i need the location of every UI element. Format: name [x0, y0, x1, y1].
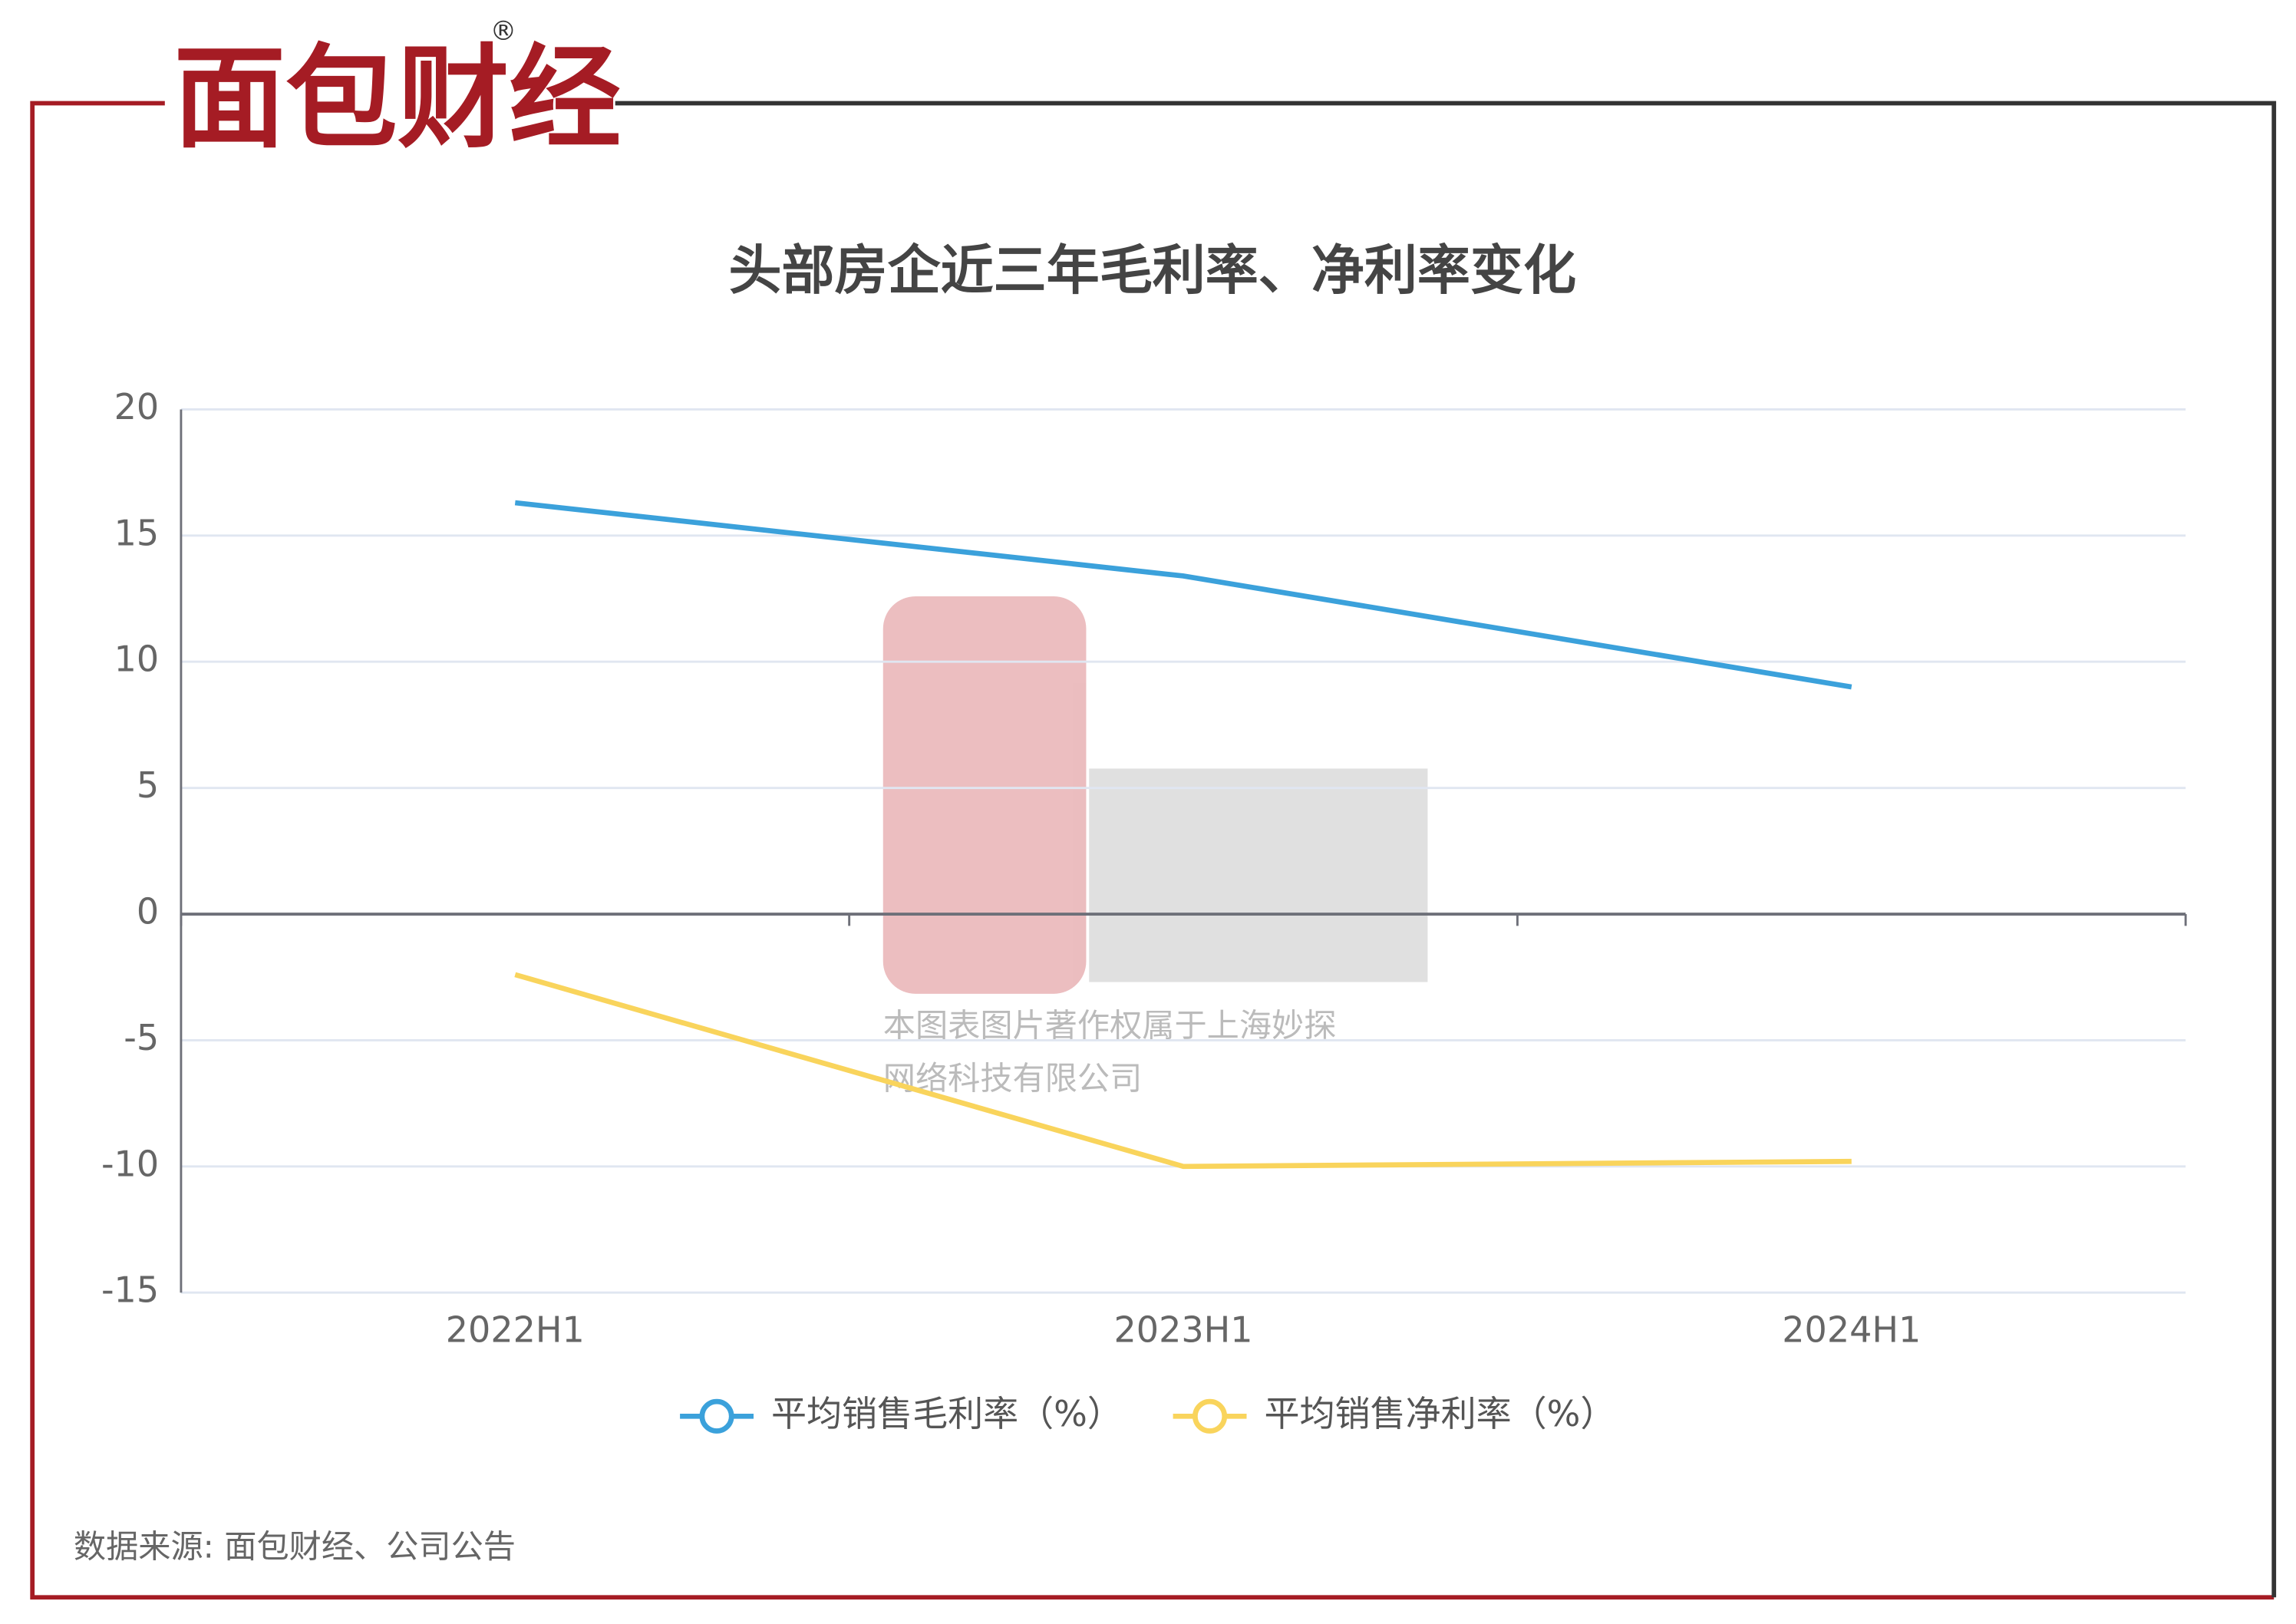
legend-marker: [1193, 1398, 1228, 1434]
y-tick-label: -5: [124, 1017, 159, 1058]
x-tick-label: 2022H1: [446, 1309, 585, 1350]
y-tick-label: 20: [114, 386, 160, 427]
y-tick-label: 10: [114, 639, 160, 680]
y-tick-label: -15: [101, 1269, 159, 1311]
y-tick-label: 0: [137, 891, 159, 932]
line-series: [514, 972, 1852, 1170]
brand-logo: 面包财经: [173, 34, 621, 163]
watermark-block: [1089, 768, 1428, 982]
y-tick-label: 5: [137, 764, 159, 806]
source-note: 数据来源: 面包财经、公司公告: [74, 1527, 516, 1565]
chart-title: 头部房企近三年毛利率、净利率变化: [729, 240, 1577, 302]
x-tick-label: 2024H1: [1782, 1309, 1921, 1350]
watermark: [882, 596, 1428, 994]
legend-label: 平均销售净利率（%）: [1265, 1393, 1616, 1434]
legend-marker: [699, 1398, 734, 1434]
y-tick-label: -10: [101, 1143, 159, 1184]
legend-label: 平均销售毛利率（%）: [771, 1393, 1123, 1434]
brand-mark: ®: [490, 16, 517, 47]
x-tick-label: 2023H1: [1114, 1309, 1253, 1350]
watermark-text: 本图表图片著作权属于上海妙探: [883, 1006, 1337, 1044]
frame-red: [30, 101, 2275, 1600]
frame-dark: [615, 101, 2277, 1598]
y-tick-label: 15: [114, 512, 160, 553]
line-series: [514, 500, 1852, 690]
watermark-block: [882, 596, 1087, 994]
